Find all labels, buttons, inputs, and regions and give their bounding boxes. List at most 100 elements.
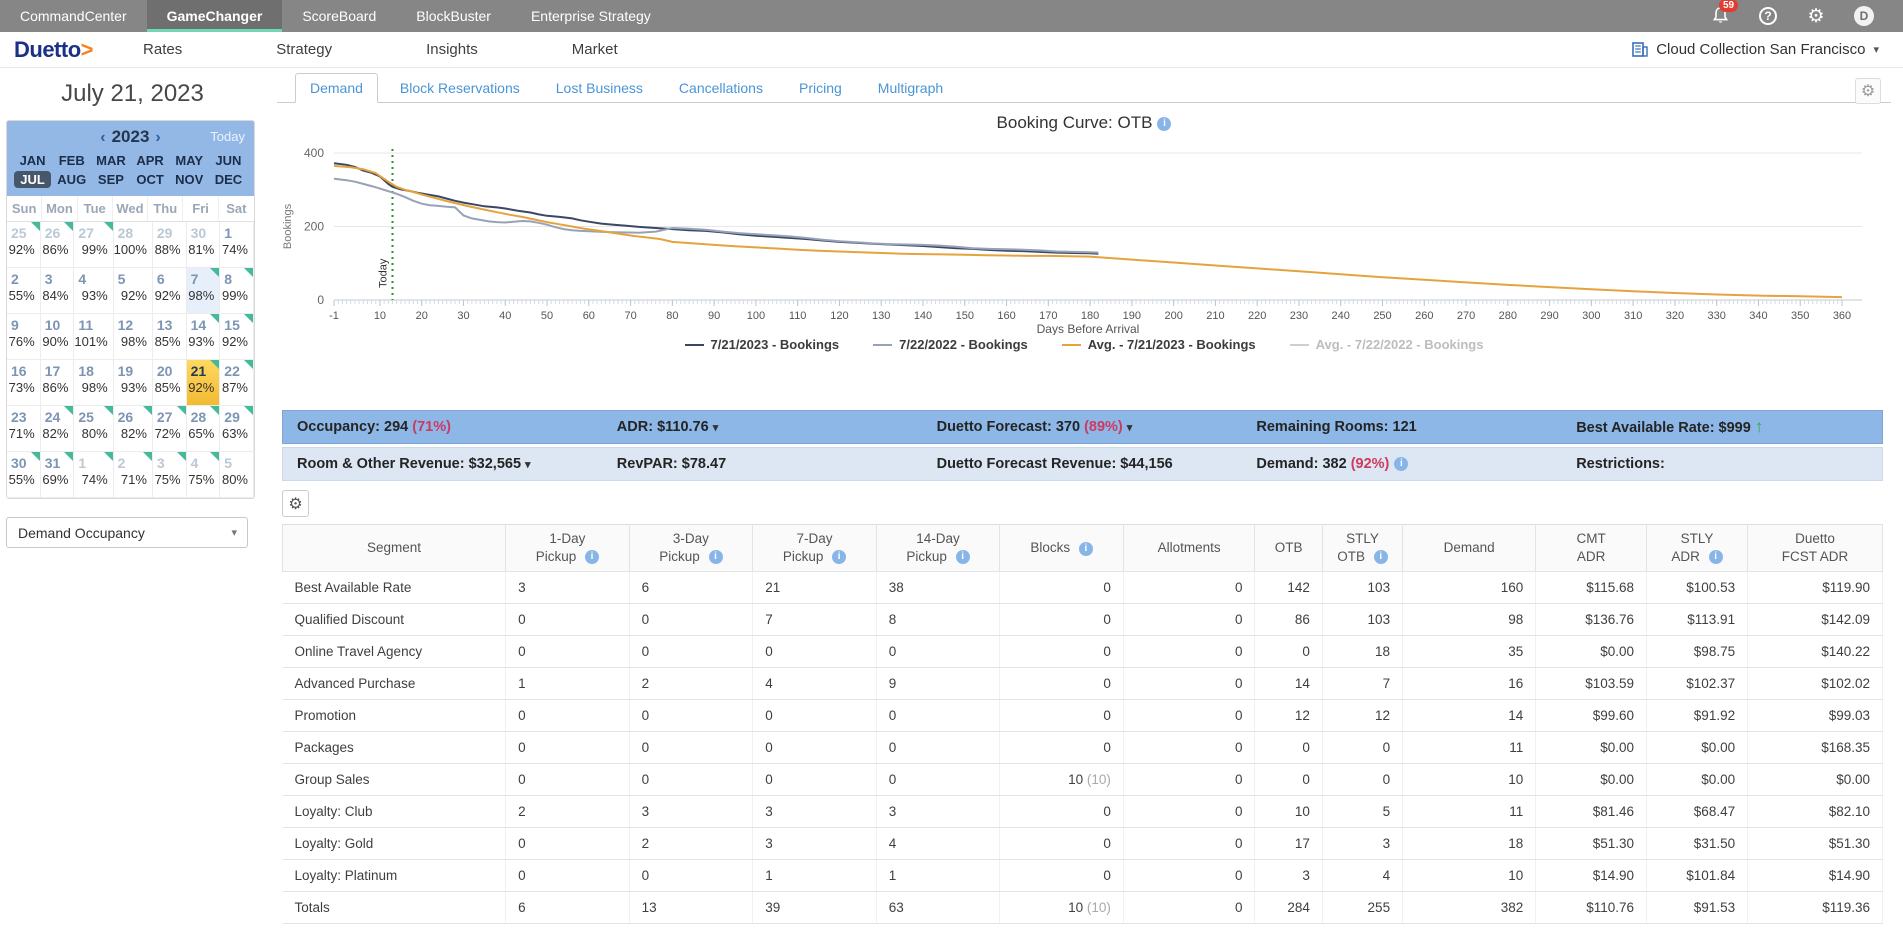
info-icon[interactable]: i bbox=[1708, 550, 1723, 565]
top-nav-item-commandcenter[interactable]: CommandCenter bbox=[20, 8, 127, 24]
top-nav-item-enterprise-strategy[interactable]: Enterprise Strategy bbox=[530, 8, 651, 24]
calendar-day-cell[interactable]: 2 55% bbox=[7, 268, 41, 314]
calendar-day-cell[interactable]: 21 92% bbox=[186, 360, 221, 406]
calendar-day-cell[interactable]: 17 86% bbox=[40, 360, 75, 406]
top-nav-item-scoreboard[interactable]: ScoreBoard bbox=[302, 8, 377, 24]
calendar-day-cell[interactable]: 4 75% bbox=[186, 452, 221, 498]
calendar-day-cell[interactable]: 2 71% bbox=[113, 452, 153, 498]
column-header-pickup[interactable]: 7-Day Pickup i bbox=[752, 524, 877, 572]
calendar-day-cell[interactable]: 7 98% bbox=[186, 268, 221, 314]
calendar-day-cell[interactable]: 24 82% bbox=[40, 406, 75, 452]
help-button[interactable]: ? bbox=[1757, 5, 1779, 27]
calendar-day-cell[interactable]: 27 99% bbox=[74, 222, 114, 268]
column-header-adr[interactable]: STLY ADR i bbox=[1645, 524, 1749, 572]
calendar-day-cell[interactable]: 26 86% bbox=[40, 222, 75, 268]
column-header-fcst-adr[interactable]: Duetto FCST ADR bbox=[1747, 524, 1883, 572]
column-header-pickup[interactable]: 1-Day Pickup i bbox=[505, 524, 630, 572]
info-icon[interactable]: i bbox=[955, 550, 970, 565]
calendar-day-cell[interactable]: 8 99% bbox=[220, 268, 254, 314]
calendar-month-sep[interactable]: SEP bbox=[91, 171, 130, 188]
app-nav-item-insights[interactable]: Insights bbox=[426, 41, 478, 58]
calendar-day-cell[interactable]: 5 92% bbox=[113, 268, 153, 314]
calendar-day-cell[interactable]: 23 71% bbox=[7, 406, 41, 452]
legend-item[interactable]: 7/21/2023 - Bookings bbox=[684, 337, 839, 352]
prev-year-icon[interactable]: ‹ bbox=[100, 129, 106, 146]
calendar-day-cell[interactable]: 26 82% bbox=[113, 406, 153, 452]
calendar-month-dec[interactable]: DEC bbox=[209, 171, 248, 188]
info-icon[interactable]: i bbox=[1078, 541, 1093, 556]
top-nav-item-blockbuster[interactable]: BlockBuster bbox=[416, 8, 491, 24]
chevron-down-icon[interactable]: ▾ bbox=[1126, 422, 1133, 434]
tab-cancellations[interactable]: Cancellations bbox=[678, 80, 763, 96]
property-selector[interactable]: Cloud Collection San Francisco ▾ bbox=[1632, 41, 1903, 58]
calendar-day-cell[interactable]: 12 98% bbox=[113, 314, 153, 360]
tab-pricing[interactable]: Pricing bbox=[798, 80, 842, 96]
info-icon[interactable]: i bbox=[584, 550, 599, 565]
calendar-day-cell[interactable]: 28 100% bbox=[113, 222, 153, 268]
user-menu-button[interactable]: D bbox=[1853, 5, 1875, 27]
calendar-day-cell[interactable]: 25 80% bbox=[74, 406, 114, 452]
calendar-day-cell[interactable]: 14 93% bbox=[186, 314, 221, 360]
calendar-day-cell[interactable]: 13 85% bbox=[152, 314, 187, 360]
calendar-month-oct[interactable]: OCT bbox=[131, 171, 170, 188]
column-header-blocks[interactable]: Blocks i bbox=[999, 524, 1124, 572]
column-header-otb[interactable]: STLY OTB i bbox=[1321, 524, 1404, 572]
calendar-month-jul[interactable]: JUL bbox=[13, 171, 52, 188]
calendar-day-cell[interactable]: 19 93% bbox=[113, 360, 153, 406]
metric-dropdown[interactable]: Demand Occupancy ▾ bbox=[6, 517, 248, 548]
calendar-month-feb[interactable]: FEB bbox=[52, 152, 91, 169]
calendar-month-mar[interactable]: MAR bbox=[91, 152, 130, 169]
calendar-day-cell[interactable]: 1 74% bbox=[220, 222, 254, 268]
info-icon[interactable]: i bbox=[1157, 116, 1172, 131]
next-year-icon[interactable]: › bbox=[155, 129, 161, 146]
calendar-month-jan[interactable]: JAN bbox=[13, 152, 52, 169]
calendar-day-cell[interactable]: 3 84% bbox=[40, 268, 75, 314]
chevron-down-icon[interactable]: ▾ bbox=[712, 422, 719, 434]
calendar-day-cell[interactable]: 31 69% bbox=[40, 452, 75, 498]
legend-item[interactable]: Avg. - 7/21/2023 - Bookings bbox=[1061, 337, 1256, 352]
calendar-day-cell[interactable]: 6 92% bbox=[152, 268, 187, 314]
calendar-day-cell[interactable]: 29 63% bbox=[220, 406, 254, 452]
column-header-adr[interactable]: CMT ADR bbox=[1535, 524, 1647, 572]
calendar-day-cell[interactable]: 25 92% bbox=[7, 222, 41, 268]
calendar-today-link[interactable]: Today bbox=[210, 129, 245, 144]
column-header-demand[interactable]: Demand bbox=[1402, 524, 1537, 572]
calendar-day-cell[interactable]: 30 55% bbox=[7, 452, 41, 498]
chart-settings-button[interactable]: ⚙ bbox=[1855, 78, 1881, 104]
calendar-day-cell[interactable]: 29 88% bbox=[152, 222, 187, 268]
calendar-day-cell[interactable]: 10 90% bbox=[40, 314, 75, 360]
calendar-day-cell[interactable]: 22 87% bbox=[220, 360, 254, 406]
app-nav-item-market[interactable]: Market bbox=[571, 41, 618, 58]
tab-block-reservations[interactable]: Block Reservations bbox=[399, 80, 520, 96]
column-header-otb[interactable]: OTB bbox=[1254, 524, 1323, 572]
calendar-day-cell[interactable]: 18 98% bbox=[74, 360, 114, 406]
table-settings-button[interactable]: ⚙ bbox=[282, 490, 309, 517]
calendar-month-nov[interactable]: NOV bbox=[170, 171, 209, 188]
calendar-day-cell[interactable]: 11 101% bbox=[74, 314, 114, 360]
calendar-day-cell[interactable]: 20 85% bbox=[152, 360, 187, 406]
calendar-month-aug[interactable]: AUG bbox=[52, 171, 91, 188]
legend-item[interactable]: 7/22/2022 - Bookings bbox=[873, 337, 1028, 352]
tab-demand[interactable]: Demand bbox=[295, 73, 378, 103]
calendar-month-apr[interactable]: APR bbox=[131, 152, 170, 169]
info-icon[interactable]: i bbox=[708, 550, 723, 565]
calendar-day-cell[interactable]: 16 73% bbox=[7, 360, 41, 406]
column-header-segment[interactable]: Segment bbox=[281, 524, 507, 572]
column-header-pickup[interactable]: 3-Day Pickup i bbox=[628, 524, 754, 572]
notifications-button[interactable]: 59 bbox=[1709, 0, 1739, 27]
calendar-day-cell[interactable]: 28 65% bbox=[186, 406, 221, 452]
calendar-month-may[interactable]: MAY bbox=[170, 152, 209, 169]
chevron-down-icon[interactable]: ▾ bbox=[525, 459, 531, 471]
duetto-logo[interactable]: Duetto> bbox=[14, 36, 94, 62]
calendar-day-cell[interactable]: 5 80% bbox=[220, 452, 254, 498]
top-nav-item-gamechanger[interactable]: GameChanger bbox=[146, 0, 283, 32]
tab-lost-business[interactable]: Lost Business bbox=[555, 80, 643, 96]
calendar-day-cell[interactable]: 30 81% bbox=[186, 222, 221, 268]
calendar-day-cell[interactable]: 27 72% bbox=[152, 406, 187, 452]
info-icon[interactable]: i bbox=[832, 550, 847, 565]
info-icon[interactable]: i bbox=[1373, 550, 1388, 565]
calendar-day-cell[interactable]: 9 76% bbox=[7, 314, 41, 360]
calendar-month-jun[interactable]: JUN bbox=[209, 152, 248, 169]
app-nav-item-strategy[interactable]: Strategy bbox=[276, 41, 333, 58]
tab-multigraph[interactable]: Multigraph bbox=[877, 80, 944, 96]
